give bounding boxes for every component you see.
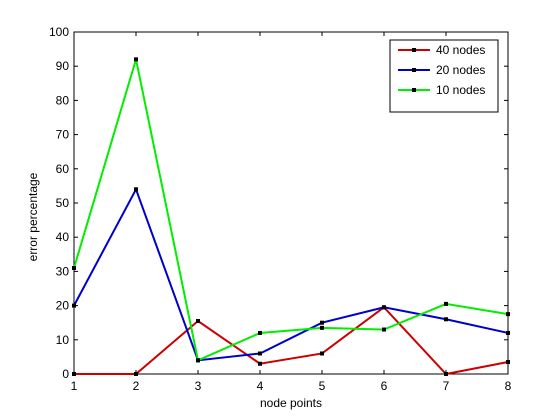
data-point <box>196 358 200 363</box>
legend-swatch-marker <box>412 48 416 52</box>
data-point <box>506 330 510 335</box>
data-point <box>382 305 386 310</box>
data-point <box>382 327 386 332</box>
y-tick-label: 70 <box>56 128 70 142</box>
y-axis-label: error percentage <box>26 172 40 261</box>
y-tick-label: 100 <box>49 25 69 39</box>
series-line-3 <box>73 59 509 362</box>
x-tick-label: 6 <box>381 379 388 393</box>
x-axis-label: node points <box>260 396 322 410</box>
legend-box <box>389 39 499 113</box>
data-point <box>444 372 448 376</box>
y-tick-label: 20 <box>56 299 70 313</box>
data-point <box>320 325 324 330</box>
y-tick-label: 60 <box>56 162 70 176</box>
x-tick-label: 5 <box>319 379 326 393</box>
data-point <box>258 361 262 366</box>
data-point <box>258 330 262 335</box>
data-point <box>506 360 510 365</box>
legend-label: 40 nodes <box>436 43 485 57</box>
data-point <box>134 57 138 62</box>
data-point <box>72 303 76 308</box>
data-point <box>134 372 138 376</box>
y-tick-label: 10 <box>56 333 70 347</box>
legend-swatch-marker <box>412 88 416 92</box>
series-line-1 <box>74 305 509 376</box>
series-line-2 <box>73 186 509 362</box>
data-point <box>72 372 76 376</box>
x-tick-label: 3 <box>195 379 202 393</box>
legend-swatch-marker <box>412 68 416 72</box>
legend-label: 20 nodes <box>436 63 485 77</box>
data-point <box>196 318 200 323</box>
y-tick-label: 50 <box>56 196 70 210</box>
y-tick-label: 90 <box>56 59 70 73</box>
y-tick-label: 30 <box>56 264 70 278</box>
data-point <box>72 265 76 270</box>
x-tick-label: 4 <box>257 379 264 393</box>
x-tick-label: 1 <box>71 379 78 393</box>
data-point <box>506 312 510 317</box>
x-tick-label: 2 <box>133 379 140 393</box>
data-point <box>134 187 138 192</box>
y-tick-label: 0 <box>62 367 69 381</box>
data-point <box>444 301 448 306</box>
y-tick-label: 80 <box>56 93 70 107</box>
legend-label: 10 nodes <box>436 83 485 97</box>
y-tick-label: 40 <box>56 230 70 244</box>
x-tick-label: 8 <box>505 379 512 393</box>
data-point <box>320 351 324 356</box>
data-point <box>444 317 448 322</box>
data-point <box>320 320 324 325</box>
x-tick-label: 7 <box>443 379 450 393</box>
data-point <box>258 351 262 356</box>
